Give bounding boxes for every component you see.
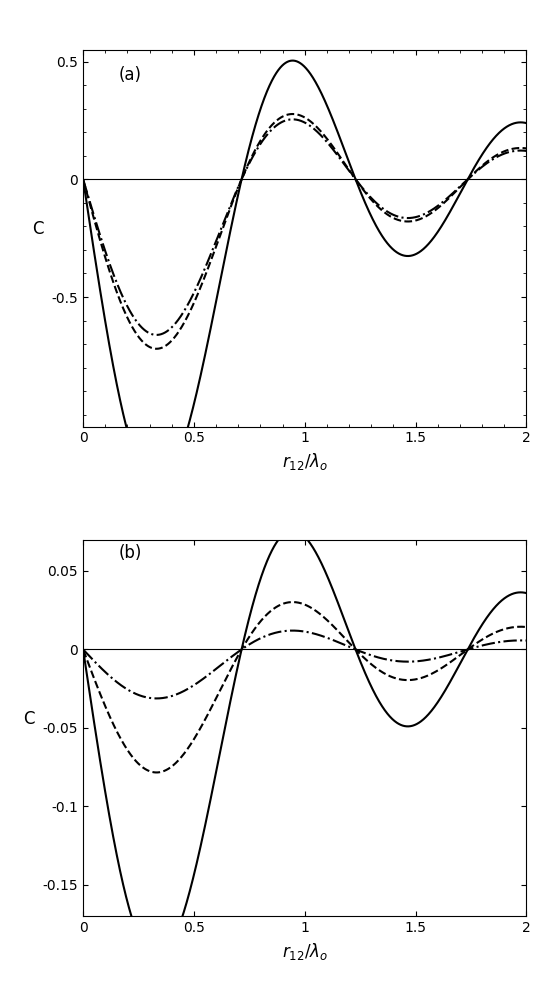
Text: (a): (a) [119,66,142,84]
X-axis label: $r_{12}/\lambda_o$: $r_{12}/\lambda_o$ [281,941,328,962]
Y-axis label: C: C [32,220,43,238]
X-axis label: $r_{12}/\lambda_o$: $r_{12}/\lambda_o$ [281,451,328,472]
Y-axis label: C: C [23,710,34,728]
Text: (b): (b) [119,545,142,563]
